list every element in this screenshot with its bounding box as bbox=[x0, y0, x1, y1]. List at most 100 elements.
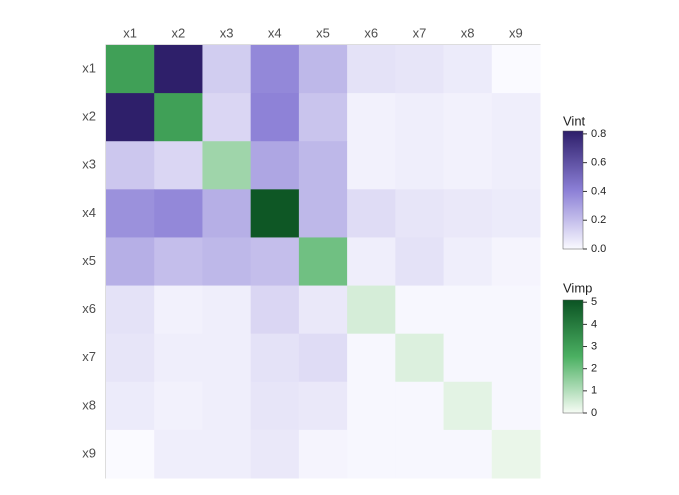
cell bbox=[395, 93, 445, 142]
cell bbox=[298, 285, 348, 335]
colorbar-tick-label: 3 bbox=[591, 340, 597, 352]
legend-title: Vint bbox=[563, 113, 586, 128]
cell bbox=[347, 93, 396, 142]
cell bbox=[250, 237, 300, 287]
cell bbox=[443, 45, 493, 94]
x-tick-label: x6 bbox=[364, 25, 378, 40]
cell bbox=[154, 381, 203, 431]
x-tick-label: x8 bbox=[461, 25, 475, 40]
colorbar-tick-label: 0.4 bbox=[591, 185, 606, 197]
y-tick-label: x8 bbox=[82, 397, 96, 412]
cell bbox=[250, 285, 300, 335]
cell bbox=[106, 141, 155, 190]
cell bbox=[395, 45, 445, 94]
cell bbox=[347, 141, 396, 190]
y-tick-label: x2 bbox=[82, 109, 96, 124]
cell bbox=[202, 429, 252, 479]
cell bbox=[298, 333, 348, 383]
colorbar-tick-label: 2 bbox=[591, 363, 597, 375]
cell bbox=[298, 381, 348, 431]
legend-title: Vimp bbox=[563, 280, 592, 295]
y-tick-label: x6 bbox=[82, 301, 96, 316]
cell bbox=[395, 381, 445, 431]
cell bbox=[154, 237, 203, 287]
cell bbox=[202, 333, 252, 383]
x-tick-label: x5 bbox=[316, 25, 330, 40]
cell bbox=[202, 381, 252, 431]
y-tick-label: x7 bbox=[82, 349, 96, 364]
cell bbox=[106, 285, 155, 335]
cell bbox=[202, 285, 252, 335]
cell bbox=[347, 429, 396, 479]
cell bbox=[347, 45, 396, 94]
cell bbox=[250, 333, 300, 383]
cell bbox=[250, 93, 300, 142]
cell bbox=[443, 333, 493, 383]
cell bbox=[298, 45, 348, 94]
colorbar-tick-label: 0.0 bbox=[591, 243, 606, 255]
cell bbox=[250, 381, 300, 431]
cell bbox=[298, 141, 348, 190]
cell bbox=[298, 93, 348, 142]
cell bbox=[491, 381, 541, 431]
cell bbox=[106, 237, 155, 287]
y-tick-label: x1 bbox=[82, 60, 96, 75]
colorbar-tick-label: 0.8 bbox=[591, 128, 606, 140]
cell bbox=[250, 45, 300, 94]
cell bbox=[347, 381, 396, 431]
cell bbox=[154, 285, 203, 335]
colorbar-tick-label: 0.6 bbox=[591, 157, 606, 169]
colorbar-tick-label: 1 bbox=[591, 385, 597, 397]
cell bbox=[202, 141, 252, 190]
cell bbox=[106, 189, 155, 238]
cell bbox=[154, 333, 203, 383]
colorbar-tick-label: 0 bbox=[591, 407, 597, 419]
cell bbox=[250, 189, 300, 238]
cell bbox=[202, 93, 252, 142]
cell bbox=[491, 237, 541, 287]
cell bbox=[395, 429, 445, 479]
cell bbox=[202, 45, 252, 94]
cell bbox=[154, 429, 203, 479]
cell bbox=[106, 429, 155, 479]
cell bbox=[347, 285, 396, 335]
cell bbox=[347, 333, 396, 383]
cell bbox=[347, 237, 396, 287]
cell bbox=[154, 45, 203, 94]
cell bbox=[202, 237, 252, 287]
cell bbox=[106, 93, 155, 142]
cell bbox=[395, 333, 445, 383]
cell bbox=[491, 333, 541, 383]
colorbar-tick-label: 5 bbox=[591, 296, 597, 308]
cell bbox=[154, 189, 203, 238]
cell bbox=[443, 381, 493, 431]
cell bbox=[154, 141, 203, 190]
cell bbox=[443, 237, 493, 287]
cell bbox=[298, 237, 348, 287]
cell bbox=[443, 93, 493, 142]
y-tick-label: x5 bbox=[82, 253, 96, 268]
cell bbox=[443, 285, 493, 335]
cell bbox=[443, 429, 493, 479]
y-tick-label: x4 bbox=[82, 205, 96, 220]
cell bbox=[106, 45, 155, 94]
cell bbox=[491, 429, 541, 479]
colorbar-tick-label: 4 bbox=[591, 318, 597, 330]
cell bbox=[491, 189, 541, 238]
cell bbox=[443, 141, 493, 190]
x-tick-label: x3 bbox=[220, 25, 234, 40]
cell bbox=[298, 189, 348, 238]
x-tick-label: x2 bbox=[171, 25, 185, 40]
cell bbox=[443, 189, 493, 238]
cell bbox=[106, 333, 155, 383]
x-tick-label: x7 bbox=[413, 25, 427, 40]
cell bbox=[395, 189, 445, 238]
cell bbox=[491, 93, 541, 142]
colorbar bbox=[562, 299, 584, 414]
cell bbox=[298, 429, 348, 479]
x-tick-label: x1 bbox=[123, 25, 137, 40]
cell bbox=[250, 429, 300, 479]
y-tick-label: x3 bbox=[82, 157, 96, 172]
cell bbox=[491, 141, 541, 190]
